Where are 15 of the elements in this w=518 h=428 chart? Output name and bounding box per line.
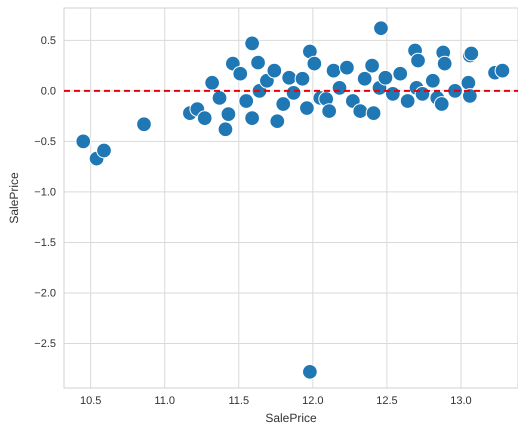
x-tick-label: 12.5 (376, 394, 398, 407)
y-tick-label: 0.0 (40, 85, 56, 98)
y-tick-label: −1.0 (34, 186, 56, 198)
x-tick-label: 12.0 (302, 394, 324, 407)
x-tick-label: 10.5 (80, 394, 102, 407)
y-tick-label: −0.5 (34, 136, 56, 148)
y-tick-label: −2.5 (34, 338, 56, 350)
y-tick-label: 0.5 (40, 34, 56, 47)
x-tick-label: 13.0 (450, 394, 472, 407)
x-tick-label: 11.0 (154, 394, 176, 407)
y-tick-label: −2.0 (34, 288, 56, 300)
x-axis-title: SalePrice (265, 411, 318, 425)
y-axis-title: SalePrice (7, 172, 21, 224)
y-tick-label: −1.5 (34, 236, 56, 249)
x-tick-label: 11.5 (228, 394, 250, 407)
